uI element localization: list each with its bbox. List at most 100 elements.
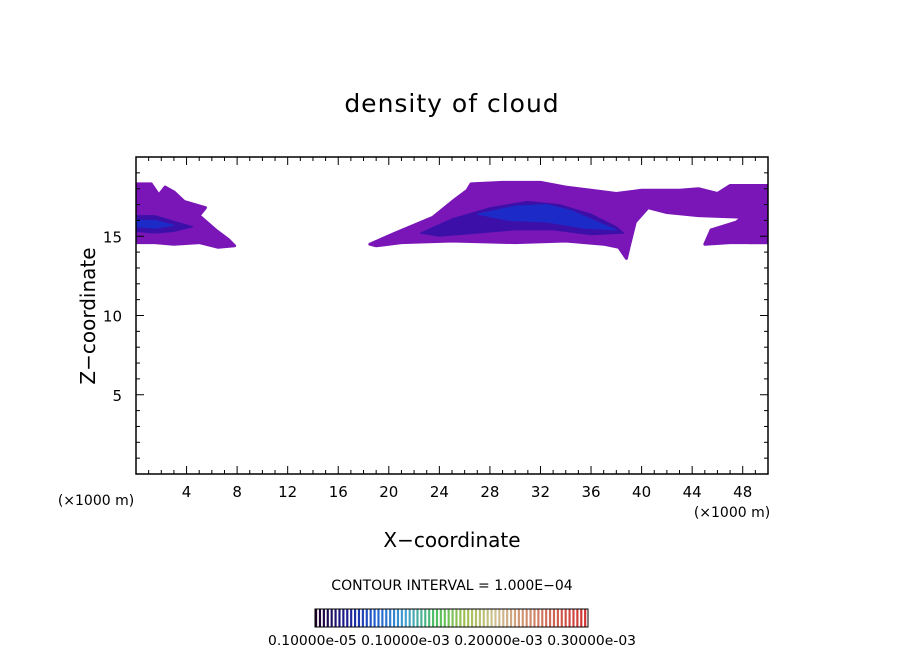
y-tick-label: 15 — [103, 228, 122, 246]
colorbar-swatch — [342, 609, 345, 627]
colorbar-swatch — [385, 609, 388, 627]
colorbar-swatch — [584, 609, 587, 627]
colorbar-swatch — [513, 609, 517, 627]
colorbar-swatch — [396, 609, 400, 627]
colorbar-swatch — [330, 609, 333, 627]
colorbar-swatch — [455, 609, 458, 627]
colorbar-swatch — [549, 609, 552, 627]
colorbar-swatch — [537, 609, 540, 627]
colorbar-swatch — [377, 609, 380, 627]
contour-interval-label: CONTOUR INTERVAL = 1.000E−04 — [331, 578, 572, 594]
colorbar-swatch — [447, 609, 450, 627]
colorbar-swatch — [439, 609, 442, 627]
colorbar-swatch — [357, 609, 361, 627]
colorbar-swatch — [338, 609, 341, 627]
colorbar-swatch — [521, 609, 524, 627]
colorbar-swatch — [354, 609, 357, 627]
colorbar-swatch — [471, 609, 474, 627]
cloud-density-field — [136, 180, 768, 260]
colorbar-swatch — [580, 609, 583, 627]
colorbar-swatch — [365, 609, 368, 627]
cloud-contour-level-2 — [476, 204, 617, 231]
colorbar-swatch — [572, 609, 575, 627]
colorbar-swatch — [420, 609, 423, 627]
colorbar-swatch — [545, 609, 548, 627]
colorbar-swatch — [318, 609, 322, 627]
colorbar-swatch — [576, 609, 579, 627]
colorbar-swatch — [432, 609, 435, 627]
colorbar-swatch — [315, 609, 318, 627]
colorbar-swatch — [408, 609, 411, 627]
colorbar-swatch — [404, 609, 407, 627]
colorbar-swatch — [541, 609, 544, 627]
colorbar-swatch — [502, 609, 505, 627]
y-axis-ticks: 5 10 15 — [103, 172, 768, 459]
colorbar-swatch — [322, 609, 325, 627]
colorbar-swatch — [334, 609, 337, 627]
colorbar-swatch — [474, 609, 478, 627]
cloud-contour-level-2 — [136, 219, 175, 229]
colorbar-swatch — [435, 609, 439, 627]
colorbar-swatch — [560, 609, 563, 627]
cloud-contour-level-0 — [741, 223, 768, 245]
colorbar — [314, 608, 589, 628]
chart-title: density of cloud — [344, 89, 559, 118]
colorbar-swatch — [556, 609, 559, 627]
colorbar-swatch — [373, 609, 376, 627]
x-tick-label: 36 — [581, 483, 600, 501]
colorbar-swatch — [459, 609, 462, 627]
colorbar-frame — [314, 608, 589, 628]
colorbar-swatch — [498, 609, 501, 627]
colorbar-swatch — [443, 609, 446, 627]
colorbar-swatch — [467, 609, 470, 627]
colorbar-swatch — [381, 609, 384, 627]
x-tick-label: 24 — [430, 483, 449, 501]
x-tick-label: 4 — [182, 483, 192, 501]
colorbar-swatch — [350, 609, 353, 627]
colorbar-swatch — [424, 609, 427, 627]
colorbar-swatch — [525, 609, 528, 627]
colorbar-labels: 0.10000e-05 0.10000e-03 0.20000e-03 0.30… — [268, 634, 636, 649]
x-tick-label: 16 — [329, 483, 348, 501]
colorbar-swatch — [400, 609, 403, 627]
colorbar-swatch — [517, 609, 520, 627]
x-tick-label: 32 — [531, 483, 550, 501]
colorbar-swatch — [369, 609, 372, 627]
x-unit-label-left: (×1000 m) — [58, 493, 134, 509]
colorbar-swatch — [564, 609, 567, 627]
x-axis-label: X−coordinate — [383, 528, 520, 552]
colorbar-swatch — [393, 609, 396, 627]
colorbar-swatch — [486, 609, 489, 627]
y-tick-label: 10 — [103, 308, 122, 326]
colorbar-swatch — [552, 609, 556, 627]
cloud-region — [368, 180, 768, 260]
colorbar-swatch — [478, 609, 481, 627]
x-tick-label: 48 — [733, 483, 752, 501]
y-axis-label: Z−coordinate — [76, 247, 100, 384]
x-unit-label-right: (×1000 m) — [694, 505, 770, 521]
colorbar-swatch — [428, 609, 431, 627]
colorbar-swatch — [494, 609, 497, 627]
colorbar-swatch — [451, 609, 454, 627]
x-tick-label: 28 — [480, 483, 499, 501]
colorbar-swatch — [346, 609, 349, 627]
colorbar-swatch — [326, 609, 329, 627]
colorbar-swatch — [510, 609, 513, 627]
colorbar-swatch — [533, 609, 536, 627]
x-axis-ticks: 4 8 12 16 20 24 28 32 36 40 44 48 — [148, 157, 756, 501]
x-tick-label: 20 — [379, 483, 398, 501]
x-tick-label: 8 — [232, 483, 242, 501]
colorbar-swatch — [361, 609, 364, 627]
x-tick-label: 40 — [632, 483, 651, 501]
colorbar-swatch — [389, 609, 392, 627]
x-tick-label: 12 — [278, 483, 297, 501]
colorbar-swatch — [412, 609, 415, 627]
colorbar-swatch — [529, 609, 532, 627]
colorbar-swatch — [482, 609, 485, 627]
cloud-region — [741, 223, 768, 245]
colorbar-swatch — [506, 609, 509, 627]
colorbar-swatch — [568, 609, 571, 627]
cloud-region — [136, 182, 237, 249]
y-tick-label: 5 — [112, 387, 122, 405]
